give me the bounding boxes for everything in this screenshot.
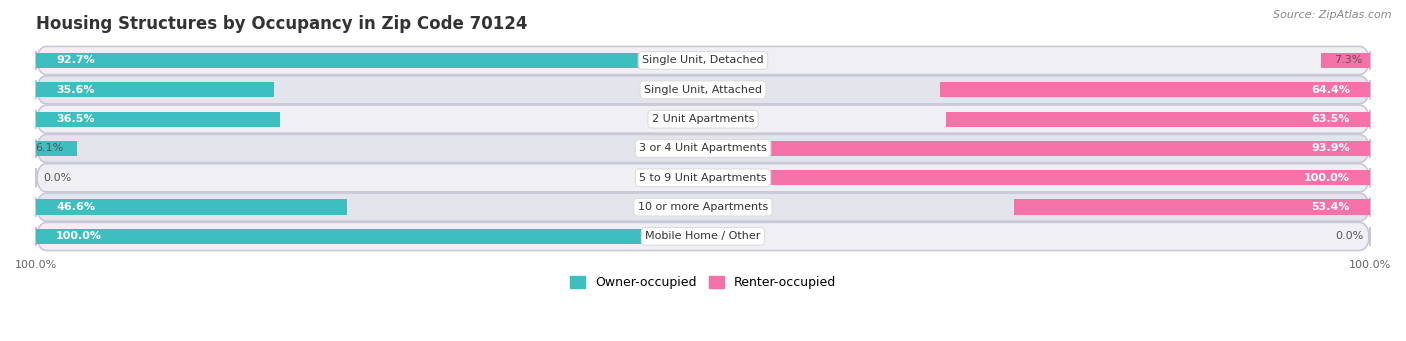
Text: Housing Structures by Occupancy in Zip Code 70124: Housing Structures by Occupancy in Zip C… xyxy=(37,15,527,33)
FancyBboxPatch shape xyxy=(37,222,1369,251)
Text: 92.7%: 92.7% xyxy=(56,56,94,65)
Text: 6.1%: 6.1% xyxy=(35,144,63,153)
Text: 3 or 4 Unit Apartments: 3 or 4 Unit Apartments xyxy=(640,144,766,153)
FancyBboxPatch shape xyxy=(37,76,1369,104)
Text: 2 Unit Apartments: 2 Unit Apartments xyxy=(652,114,754,124)
Bar xyxy=(941,82,1369,98)
FancyBboxPatch shape xyxy=(37,134,1369,163)
Bar xyxy=(1014,199,1369,215)
Text: 100.0%: 100.0% xyxy=(1303,173,1350,183)
Text: 64.4%: 64.4% xyxy=(1310,85,1350,95)
Bar xyxy=(37,229,703,244)
Bar xyxy=(37,199,347,215)
Bar xyxy=(37,53,654,68)
Text: Single Unit, Attached: Single Unit, Attached xyxy=(644,85,762,95)
FancyBboxPatch shape xyxy=(37,164,1369,192)
Text: 5 to 9 Unit Apartments: 5 to 9 Unit Apartments xyxy=(640,173,766,183)
Bar xyxy=(744,141,1369,156)
Bar xyxy=(703,170,1369,186)
Bar xyxy=(37,82,274,98)
Bar xyxy=(37,141,77,156)
Bar xyxy=(1322,53,1369,68)
FancyBboxPatch shape xyxy=(37,105,1369,133)
Text: 100.0%: 100.0% xyxy=(56,232,103,241)
Text: Mobile Home / Other: Mobile Home / Other xyxy=(645,232,761,241)
FancyBboxPatch shape xyxy=(37,193,1369,221)
Text: 93.9%: 93.9% xyxy=(1312,144,1350,153)
Text: 36.5%: 36.5% xyxy=(56,114,94,124)
Text: 35.6%: 35.6% xyxy=(56,85,94,95)
Text: 53.4%: 53.4% xyxy=(1312,202,1350,212)
Bar xyxy=(946,112,1369,127)
Text: 0.0%: 0.0% xyxy=(1334,232,1364,241)
Text: 10 or more Apartments: 10 or more Apartments xyxy=(638,202,768,212)
Legend: Owner-occupied, Renter-occupied: Owner-occupied, Renter-occupied xyxy=(565,271,841,294)
FancyBboxPatch shape xyxy=(37,46,1369,75)
Text: Single Unit, Detached: Single Unit, Detached xyxy=(643,56,763,65)
Bar xyxy=(37,112,280,127)
Text: 46.6%: 46.6% xyxy=(56,202,96,212)
Text: 63.5%: 63.5% xyxy=(1312,114,1350,124)
Text: Source: ZipAtlas.com: Source: ZipAtlas.com xyxy=(1274,10,1392,20)
Text: 0.0%: 0.0% xyxy=(42,173,72,183)
Text: 7.3%: 7.3% xyxy=(1334,56,1362,65)
